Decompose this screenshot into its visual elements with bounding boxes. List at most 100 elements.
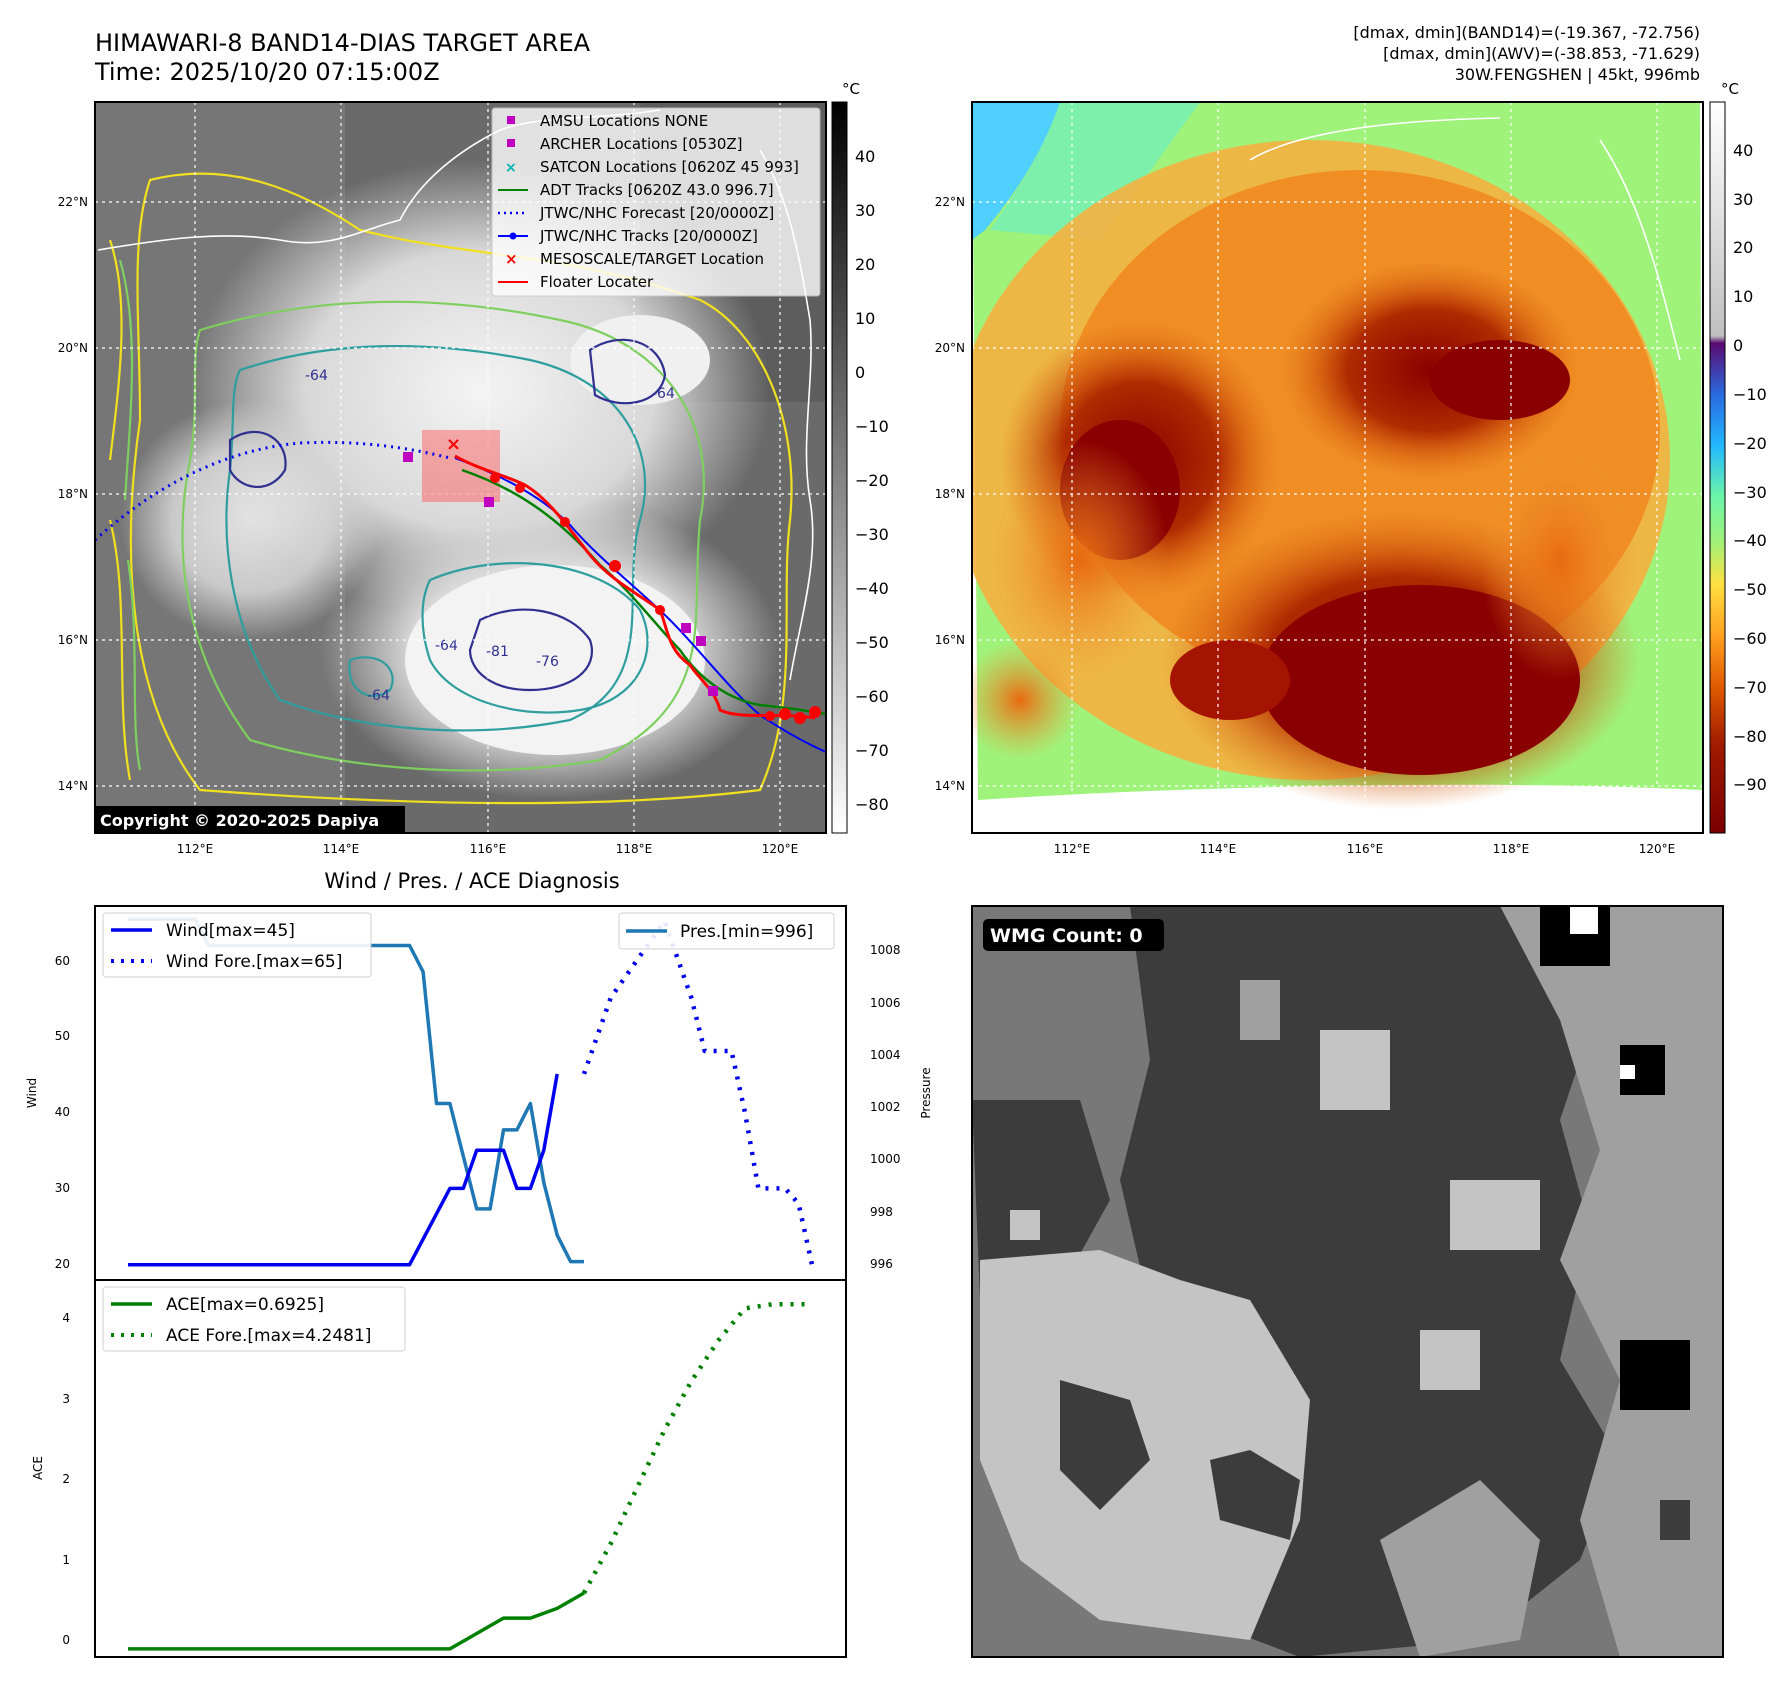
forecast-track xyxy=(95,440,451,542)
legend-satcon: SATCON Locations [0620Z 45 993] xyxy=(540,158,799,176)
awv-map-frame xyxy=(971,101,1704,834)
lat-label: 14°N xyxy=(58,779,88,793)
cbar-ticks: 40 30 20 10 0 −10 −20 −30 −40 −50 −60 −7… xyxy=(1733,141,1767,794)
lat-label: 18°N xyxy=(935,487,965,501)
wmg-frame xyxy=(971,905,1724,1658)
cbar-tick: 30 xyxy=(1733,190,1753,209)
pres-legend: Pres.[min=996] xyxy=(618,912,835,950)
lat-label: 20°N xyxy=(935,341,965,355)
ace-plot-lines xyxy=(128,1302,812,1651)
wind-tick: 40 xyxy=(55,1105,70,1119)
contour-label: -64 xyxy=(435,638,458,654)
lon-label: 118°E xyxy=(616,842,653,856)
ace-y-ticks: 0 1 2 3 4 xyxy=(62,1311,70,1647)
map-grid xyxy=(95,102,826,833)
lon-label: 120°E xyxy=(1639,842,1676,856)
ir-map-lon-labels: 112°E 114°E 116°E 118°E 120°E xyxy=(177,842,799,856)
jtwc-track xyxy=(454,457,826,753)
legend-pressure: Pres.[min=996] xyxy=(680,922,813,942)
ir-map-lat-labels: 22°N 20°N 18°N 16°N 14°N xyxy=(58,195,88,793)
wind-tick: 60 xyxy=(55,954,70,968)
legend-archer: ARCHER Locations [0530Z] xyxy=(540,135,743,153)
contour-label: -76 xyxy=(536,654,559,670)
wmg-count: WMG Count: 0 xyxy=(990,925,1143,947)
target-marker: × xyxy=(446,434,461,455)
cbar-tick: 30 xyxy=(855,201,875,220)
legend-wind-forecast: Wind Fore.[max=65] xyxy=(166,952,342,972)
cbar-tick: −10 xyxy=(855,417,889,436)
lat-label: 16°N xyxy=(935,633,965,647)
cbar-tick: −50 xyxy=(1733,580,1767,599)
ace-legend: ACE[max=0.6925] ACE Fore.[max=4.2481] xyxy=(102,1286,406,1352)
legend-wind: Wind[max=45] xyxy=(166,921,295,941)
contour-label: -64 xyxy=(367,688,390,704)
ace-ylabel: ACE xyxy=(31,1456,45,1480)
cbar-tick: −10 xyxy=(1733,385,1767,404)
cbar-tick: −80 xyxy=(855,795,889,814)
pressure-y-ticks: 996 998 1000 1002 1004 1006 1008 xyxy=(870,943,901,1271)
lon-label: 116°E xyxy=(1347,842,1384,856)
lat-label: 16°N xyxy=(58,633,88,647)
contour-label: -64 xyxy=(652,386,675,402)
legend-adt: ADT Tracks [0620Z 43.0 996.7] xyxy=(540,181,774,199)
figure-title: HIMAWARI-8 BAND14-DIAS TARGET AREA xyxy=(95,29,591,57)
ace-chart: 0 1 2 3 4 ACE ACE[max=0.6925] ACE Fore.[… xyxy=(31,1279,847,1658)
dmax-awv: [dmax, dmin](AWV)=(-38.853, -71.629) xyxy=(1383,44,1700,63)
cbar-tick: −20 xyxy=(855,471,889,490)
copyright-box xyxy=(95,806,405,833)
figure-time: Time: 2025/10/20 07:15:00Z xyxy=(94,58,440,86)
wind-legend: Wind[max=45] Wind Fore.[max=65] xyxy=(102,912,372,978)
awv-map-lat-labels: 22°N 20°N 18°N 16°N 14°N xyxy=(935,195,965,793)
lon-label: 116°E xyxy=(470,842,507,856)
diag-title: Wind / Pres. / ACE Diagnosis xyxy=(324,869,619,893)
ir-map-panel: -64 -64 -81 -76 -64 -64 xyxy=(58,80,889,856)
ir-map-frame xyxy=(94,101,827,834)
lon-label: 118°E xyxy=(1493,842,1530,856)
cbar-unit: °C xyxy=(842,80,860,98)
lat-label: 18°N xyxy=(58,487,88,501)
svg-text:×: × xyxy=(505,250,518,268)
cbar-tick: 20 xyxy=(855,255,875,274)
cbar-tick: −30 xyxy=(855,525,889,544)
wmg-panel: WMG Count: 0 xyxy=(971,905,1724,1658)
ace-tick: 2 xyxy=(62,1472,70,1486)
ace-tick: 0 xyxy=(62,1633,70,1647)
legend-mesoscale: MESOSCALE/TARGET Location xyxy=(540,250,764,268)
floater-points xyxy=(490,473,821,724)
lon-label: 114°E xyxy=(1200,842,1237,856)
storm-info: 30W.FENGSHEN | 45kt, 996mb xyxy=(1455,65,1700,84)
cbar-tick: 10 xyxy=(855,309,875,328)
cbar-tick: 40 xyxy=(1733,141,1753,160)
legend-floater: Floater Locater xyxy=(540,273,654,291)
pres-tick: 1004 xyxy=(870,1048,901,1062)
contour-label: -64 xyxy=(305,368,328,384)
copyright: Copyright © 2020-2025 Dapiya xyxy=(100,811,379,830)
lat-label: 14°N xyxy=(935,779,965,793)
cbar-tick: 0 xyxy=(855,363,865,382)
pres-tick: 998 xyxy=(870,1205,893,1219)
cbar-tick: −70 xyxy=(1733,678,1767,697)
awv-map-panel: 22°N 20°N 18°N 16°N 14°N 112°E 114°E 116… xyxy=(935,80,1767,856)
legend-forecast: JTWC/NHC Forecast [20/0000Z] xyxy=(539,204,774,222)
pres-tick: 1000 xyxy=(870,1152,901,1166)
wind-tick: 20 xyxy=(55,1257,70,1271)
cbar-tick: −30 xyxy=(1733,483,1767,502)
wind-tick: 30 xyxy=(55,1181,70,1195)
wmg-count-box xyxy=(983,919,1164,951)
lon-label: 114°E xyxy=(323,842,360,856)
ir-colorbar: °C 40 30 20 10 0 −10 −20 −30 −40 −50 −60… xyxy=(831,80,889,834)
cbar-tick: −70 xyxy=(855,741,889,760)
ace-tick: 1 xyxy=(62,1553,70,1567)
lat-label: 20°N xyxy=(58,341,88,355)
legend-ace-forecast: ACE Fore.[max=4.2481] xyxy=(166,1326,371,1346)
awv-map-lon-labels: 112°E 114°E 116°E 118°E 120°E xyxy=(1054,842,1676,856)
cbar-tick: −80 xyxy=(1733,727,1767,746)
wind-tick: 50 xyxy=(55,1029,70,1043)
cbar-tick: 20 xyxy=(1733,238,1753,257)
pres-tick: 1002 xyxy=(870,1100,901,1114)
pres-tick: 996 xyxy=(870,1257,893,1271)
ace-line xyxy=(128,1591,585,1651)
legend-amsu: AMSU Locations NONE xyxy=(540,112,708,130)
map-grid xyxy=(972,102,1703,833)
